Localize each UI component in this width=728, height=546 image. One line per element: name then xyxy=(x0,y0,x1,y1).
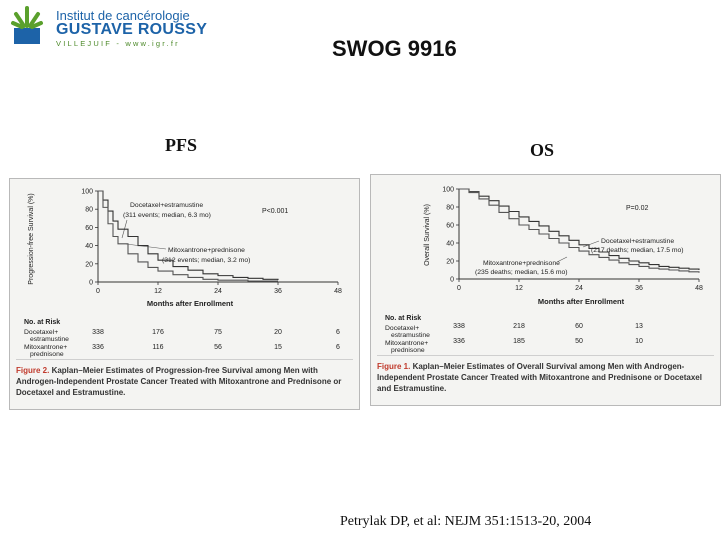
os-risk-row2-label-cont: prednisone xyxy=(391,347,425,354)
pfs-x-tick-label: 48 xyxy=(334,288,342,295)
pfs-figure-panel: Progression-free Survival (%) Months aft… xyxy=(9,178,360,410)
pfs-risk-value: 15 xyxy=(274,344,282,351)
os-risk-value: 338 xyxy=(453,323,465,330)
os-y-tick-label: 40 xyxy=(446,241,454,248)
pfs-y-tick-label: 100 xyxy=(81,189,93,196)
os-x-tick-label: 36 xyxy=(635,285,643,292)
pfs-risk-row1-label-cont: estramustine xyxy=(30,336,69,343)
pfs-annotation-mitoxantrone-detail: (312 events; median, 3.2 mo) xyxy=(162,257,250,264)
os-risk-value: 13 xyxy=(635,323,643,330)
pfs-risk-row2-label-cont: prednisone xyxy=(30,351,64,358)
pfs-risk-value: 116 xyxy=(152,344,163,351)
pfs-y-tick-label: 20 xyxy=(85,261,93,268)
os-x-tick-label: 0 xyxy=(457,285,461,292)
os-figure-panel: Overall Survival (%) Months after Enroll… xyxy=(370,174,721,406)
os-risk-value: 185 xyxy=(513,338,525,345)
os-annotation-docetaxel: Docetaxel+estramustine xyxy=(601,238,674,245)
os-p-value: P=0.02 xyxy=(626,205,648,212)
slide-title: SWOG 9916 xyxy=(332,36,457,61)
pfs-x-tick-label: 12 xyxy=(154,288,162,295)
os-label: OS xyxy=(530,140,555,160)
pfs-figure-label: Figure 2. xyxy=(16,366,50,375)
os-y-tick-label: 80 xyxy=(446,205,454,212)
os-caption: Figure 1. Kaplan–Meier Estimates of Over… xyxy=(377,355,714,400)
pfs-y-tick-label: 60 xyxy=(85,225,93,232)
os-risk-title: No. at Risk xyxy=(385,315,421,322)
pfs-risk-value: 338 xyxy=(92,329,104,336)
institute-logo: Institut de cancérologie GUSTAVE ROUSSY … xyxy=(10,2,210,48)
pfs-chart: Progression-free Survival (%) Months aft… xyxy=(24,189,342,359)
pfs-risk-value: 336 xyxy=(92,344,104,351)
os-risk-row1-label: Docetaxel+ xyxy=(385,325,419,332)
pfs-risk-value: 56 xyxy=(214,344,222,351)
pfs-risk-value: 6 xyxy=(336,344,340,351)
pfs-risk-value: 176 xyxy=(152,329,164,336)
pfs-y-tick-label: 80 xyxy=(85,207,93,214)
pfs-risk-value: 20 xyxy=(274,329,282,336)
os-risk-value: 10 xyxy=(635,338,643,345)
pfs-annotation-docetaxel: Docetaxel+estramustine xyxy=(130,202,203,209)
citation: Petrylak DP, et al: NEJM 351:1513-20, 20… xyxy=(340,514,592,529)
pfs-series-mitoxantrone-line xyxy=(98,190,278,282)
os-figure-label: Figure 1. xyxy=(377,362,411,371)
os-x-tick-label: 12 xyxy=(515,285,523,292)
logo-line2: GUSTAVE ROUSSY xyxy=(56,21,208,38)
os-annotation-mitoxantrone-detail: (235 deaths; median, 15.6 mo) xyxy=(475,269,568,276)
os-x-tick-label: 48 xyxy=(695,285,703,292)
pfs-annotation-mitoxantrone: Mitoxantrone+prednisone xyxy=(168,247,245,254)
pfs-x-tick-label: 0 xyxy=(96,288,100,295)
logo-icon xyxy=(11,6,43,44)
os-risk-row2-label: Mitoxantrone+ xyxy=(385,340,428,347)
pfs-risk-title: No. at Risk xyxy=(24,319,60,326)
os-annotation-mitoxantrone: Mitoxantrone+prednisone xyxy=(483,260,560,267)
os-annotation-docetaxel-detail: (217 deaths; median, 17.5 mo) xyxy=(591,247,684,254)
os-annotation-leader-2 xyxy=(556,256,568,263)
pfs-y-axis-label: Progression-free Survival (%) xyxy=(28,193,35,284)
pfs-risk-row1-label: Docetaxel+ xyxy=(24,329,58,336)
os-risk-value: 218 xyxy=(513,323,525,330)
pfs-risk-value: 75 xyxy=(214,329,222,336)
os-y-tick-label: 20 xyxy=(446,259,454,266)
logo-line3: VILLEJUIF - www.igr.fr xyxy=(56,39,180,48)
pfs-risk-row2-label: Mitoxantrone+ xyxy=(24,344,67,351)
os-y-tick-label: 100 xyxy=(442,187,454,194)
pfs-y-tick-label: 40 xyxy=(85,243,93,250)
pfs-x-tick-label: 36 xyxy=(274,288,282,295)
pfs-caption-text: Kaplan–Meier Estimates of Progression-fr… xyxy=(16,366,342,397)
os-y-axis-label: Overall Survival (%) xyxy=(424,204,431,266)
pfs-x-tick-label: 24 xyxy=(214,288,222,295)
pfs-risk-value: 6 xyxy=(336,329,340,336)
os-annotation-leader-1 xyxy=(582,240,600,248)
pfs-annotation-docetaxel-detail: (311 events; median, 6.3 mo) xyxy=(123,212,211,219)
os-x-axis-label: Months after Enrollment xyxy=(538,297,625,306)
os-risk-value: 336 xyxy=(453,338,465,345)
os-y-tick-label: 60 xyxy=(446,223,454,230)
pfs-y-tick-label: 0 xyxy=(89,280,93,287)
pfs-p-value: P<0.001 xyxy=(262,208,288,215)
os-risk-row1-label-cont: estramustine xyxy=(391,332,430,339)
os-caption-text: Kaplan–Meier Estimates of Overall Surviv… xyxy=(377,362,702,393)
os-chart: Overall Survival (%) Months after Enroll… xyxy=(385,187,703,355)
logo-line1: Institut de cancérologie xyxy=(56,8,190,23)
pfs-label: PFS xyxy=(165,135,198,155)
pfs-series-docetaxel-line xyxy=(98,190,279,281)
pfs-caption: Figure 2. Kaplan–Meier Estimates of Prog… xyxy=(16,359,353,404)
os-series-mitoxantrone-line xyxy=(459,188,700,273)
os-x-tick-label: 24 xyxy=(575,285,583,292)
os-series-docetaxel-line xyxy=(459,188,700,270)
os-risk-value: 60 xyxy=(575,323,583,330)
pfs-x-axis-label: Months after Enrollment xyxy=(147,299,234,308)
os-y-tick-label: 0 xyxy=(450,277,454,284)
os-risk-value: 50 xyxy=(575,338,583,345)
pfs-annotation-leader-2 xyxy=(125,243,167,250)
